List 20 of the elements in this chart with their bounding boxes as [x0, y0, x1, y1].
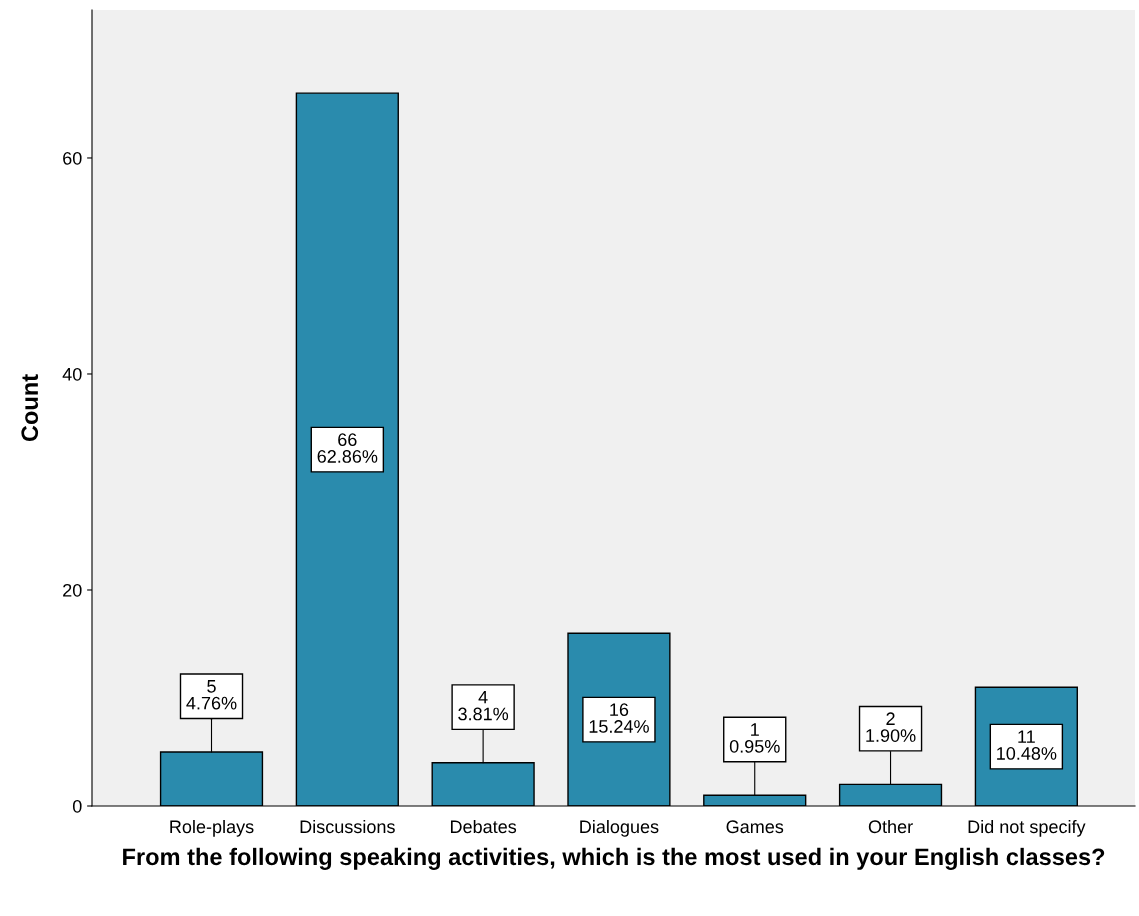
data-label: 11 10.48%: [997, 730, 1057, 760]
x-tick-label: Discussions: [300, 819, 395, 834]
x-tick-label: Dialogues: [580, 819, 659, 837]
x-tick-label: Did not specify: [968, 819, 1086, 837]
x-tick-label: Other: [868, 819, 913, 834]
x-tick-label: Role-plays: [170, 819, 254, 837]
x-tick-label: Debates: [450, 819, 517, 834]
data-label: 16 15.24%: [589, 703, 649, 733]
data-label: 4 3.81%: [458, 690, 509, 721]
y-tick-label: 60: [63, 151, 82, 165]
data-label: 2 1.90%: [866, 712, 916, 742]
data-label: 66 62.86%: [317, 433, 378, 463]
x-axis-title: From the following speaking activities, which is the most used in your English classes?: [123, 847, 1105, 870]
data-label: 5 4.76%: [186, 680, 237, 710]
x-tick-label: Games: [726, 820, 784, 834]
y-tick-label: 40: [62, 367, 82, 381]
y-axis-title: Count: [21, 374, 39, 442]
y-tick-label: 20: [63, 583, 82, 597]
data-label: 1 0.95%: [729, 723, 780, 753]
y-tick-label: 0: [72, 799, 82, 813]
